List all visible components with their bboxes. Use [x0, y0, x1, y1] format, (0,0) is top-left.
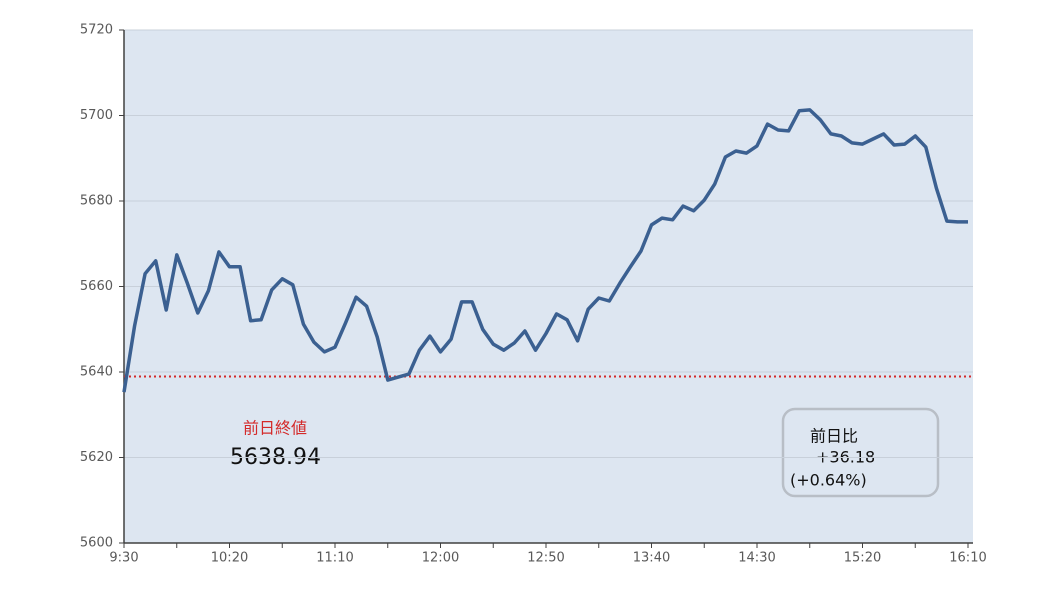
x-tick-label: 10:20 — [211, 551, 248, 566]
x-tick-label: 9:30 — [109, 551, 138, 566]
x-tick-label: 11:10 — [316, 551, 353, 566]
change-title: 前日比 — [810, 427, 858, 446]
price-line — [122, 108, 968, 393]
y-tick-label: 5680 — [80, 194, 113, 209]
change-box — [781, 407, 940, 498]
y-tick-label: 5600 — [80, 536, 113, 551]
x-tick-label: 12:50 — [527, 551, 564, 566]
x-tick-label: 14:30 — [738, 551, 775, 566]
x-tick-label: 12:00 — [422, 551, 459, 566]
x-tick-label: 16:10 — [949, 551, 986, 566]
y-tick-label: 5660 — [80, 279, 113, 294]
reference-label: 前日終値 — [243, 419, 307, 438]
x-tick-label: 15:20 — [844, 551, 881, 566]
y-tick-label: 5620 — [80, 450, 113, 465]
y-tick-label: 5640 — [80, 365, 113, 380]
y-tick-label: 5720 — [80, 23, 113, 38]
change-percent: (+0.64%) — [790, 471, 867, 490]
x-tick-label: 13:40 — [633, 551, 670, 566]
y-tick-label: 5700 — [80, 108, 113, 123]
